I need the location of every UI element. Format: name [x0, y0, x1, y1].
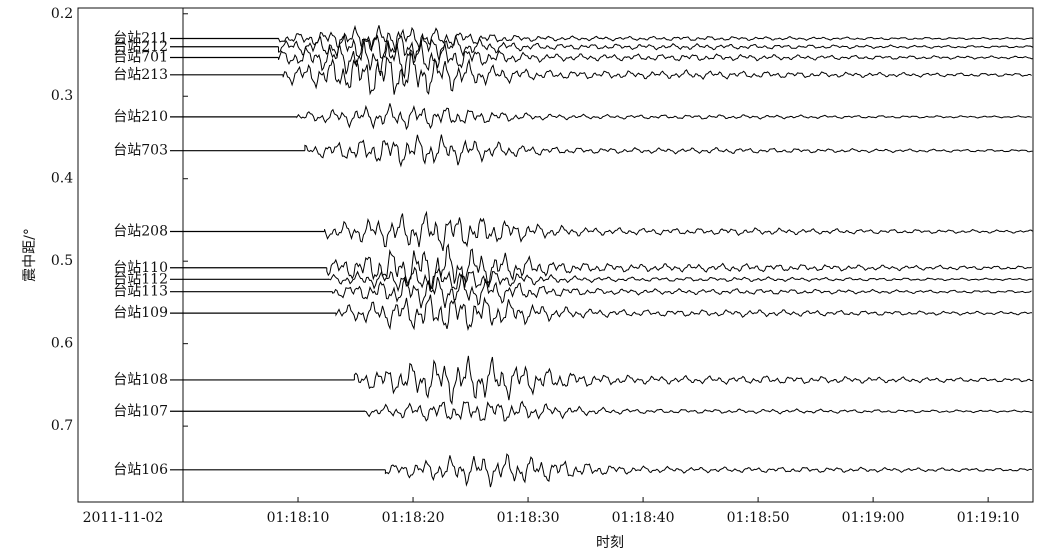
- waveform: [304, 134, 1033, 168]
- waveform: [353, 355, 1033, 406]
- waveform: [363, 400, 1033, 422]
- station-label: 台站210: [113, 109, 168, 125]
- station-label: 台站110: [113, 260, 168, 276]
- waveform: [335, 294, 1033, 332]
- x-tick-label: 01:19:10: [957, 510, 1020, 526]
- waveform: [326, 243, 1032, 292]
- y-tick-label: 0.2: [51, 6, 73, 22]
- station-label: 台站208: [113, 223, 168, 239]
- waveform: [282, 51, 1032, 96]
- x-tick-label: 01:18:10: [267, 510, 330, 526]
- station-label: 台站213: [113, 67, 168, 83]
- date-annotation: 2011-11-02: [83, 510, 164, 526]
- y-tick-label: 0.7: [51, 418, 73, 434]
- waveform: [278, 24, 1034, 53]
- y-tick-label: 0.3: [51, 88, 73, 104]
- station-label: 台站701: [113, 49, 168, 65]
- station-label: 台站703: [113, 143, 168, 159]
- waveform: [277, 39, 1034, 80]
- x-tick-label: 01:18:40: [612, 510, 675, 526]
- plot-frame: [77, 7, 1034, 503]
- x-tick-label: 01:18:50: [727, 510, 790, 526]
- y-tick-label: 0.5: [51, 253, 73, 269]
- waveform: [296, 103, 1032, 131]
- y-tick-label: 0.4: [51, 171, 73, 187]
- station-label: 台站107: [113, 403, 168, 419]
- waveform: [331, 274, 1032, 309]
- station-label: 台站113: [113, 284, 168, 300]
- x-tick-label: 01:19:00: [842, 510, 905, 526]
- x-axis-title: 时刻: [596, 535, 624, 551]
- y-tick-label: 0.6: [51, 336, 73, 352]
- station-label: 台站211: [113, 31, 168, 47]
- station-label: 台站212: [113, 39, 168, 55]
- station-label: 台站106: [113, 462, 168, 478]
- station-label: 台站108: [113, 372, 168, 388]
- station-label: 台站112: [113, 271, 168, 287]
- station-label: 台站109: [113, 305, 168, 321]
- waveform: [323, 210, 1033, 252]
- waveform: [277, 30, 1034, 62]
- waveform: [384, 453, 1032, 488]
- y-axis-title: 震中距/°: [22, 228, 38, 282]
- waveform: [328, 266, 1033, 293]
- x-tick-label: 01:18:30: [497, 510, 560, 526]
- x-tick-label: 01:18:20: [382, 510, 445, 526]
